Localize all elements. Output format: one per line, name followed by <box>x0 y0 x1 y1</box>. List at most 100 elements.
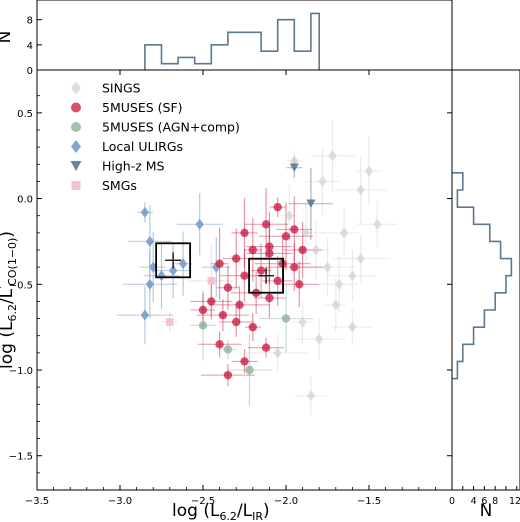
marker-sings <box>331 299 340 311</box>
top-histogram-panel: 0 4 8 N <box>0 0 453 77</box>
marker-5muses-sf- <box>207 297 216 306</box>
y-tick-label: −0.5 <box>9 280 33 291</box>
legend-marker <box>71 181 81 190</box>
top-histogram-ticks: 0 4 8 <box>27 16 42 77</box>
marker-sings <box>311 244 321 256</box>
marker-sings <box>356 184 365 196</box>
x-axis-label-part1: log (L <box>172 501 220 521</box>
marker-local-ulirgs <box>178 258 188 270</box>
marker-high-z-ms <box>306 199 316 208</box>
top-histogram-ylabel: N <box>0 31 15 44</box>
x-axis-label: log (L6.2/LIR) <box>172 501 270 522</box>
top-hist-ytick-label: 0 <box>27 66 33 77</box>
marker-5muses-sf- <box>235 300 244 310</box>
y-tick-label: 0.5 <box>17 109 33 120</box>
legend-label: 5MUSES (AGN+comp) <box>102 120 240 135</box>
average-boxes <box>155 242 284 294</box>
y-axis-label: log (L6.2/L'CO(1−0)) <box>0 231 19 369</box>
marker-sings <box>348 270 357 282</box>
marker-sings <box>334 278 344 290</box>
marker-sings <box>328 150 337 162</box>
marker-5muses-sf- <box>223 283 233 292</box>
legend-marker <box>70 161 82 171</box>
right-histogram-frame <box>451 69 520 491</box>
marker-5muses-sf- <box>248 322 257 332</box>
marker-sings <box>339 227 349 239</box>
marker-local-ulirgs <box>168 265 178 277</box>
top-histogram-frame <box>36 0 453 71</box>
marker-sings <box>315 333 324 345</box>
marker-5muses-sf- <box>273 276 282 286</box>
marker-5muses-sf- <box>232 317 241 327</box>
marker-5muses-sf- <box>265 293 274 303</box>
marker-5muses-sf- <box>290 225 299 234</box>
y-axis-label-sup: ' <box>0 286 9 289</box>
legend-marker <box>71 122 81 132</box>
marker-5muses-sf- <box>261 343 271 352</box>
x-tick-label: −2.5 <box>191 496 215 507</box>
marker-high-z-ms <box>289 163 299 172</box>
right-histogram-ticks: 0 4 6 8 12 <box>449 486 520 507</box>
marker-local-ulirgs <box>140 309 150 321</box>
legend-label: Local ULIRGs <box>102 139 183 154</box>
x-axis-label-sub2: IR <box>252 510 263 522</box>
marker-sings <box>364 165 374 177</box>
marker-5muses-sf- <box>281 232 291 241</box>
main-scatter-panel: −3.5 −3.0 −2.5 −2.0 −1.5 0.5 0.0 −0.5 −1.0 −1.5 S… <box>0 69 453 522</box>
y-axis-label-end: ) <box>0 231 17 238</box>
right-hist-xtick-label: 8 <box>492 496 498 507</box>
data-markers <box>140 150 382 402</box>
right-hist-xtick-label: 4 <box>471 496 477 507</box>
average-box <box>155 242 192 279</box>
x-axis-label-end: ) <box>263 501 270 521</box>
marker-5muses-sf- <box>265 242 274 251</box>
marker-smgs <box>207 277 216 285</box>
marker-sings <box>306 390 316 402</box>
right-hist-xtick-label: 12 <box>509 496 520 507</box>
y-axis-label-part1: log (L <box>0 321 17 369</box>
y-axis-label-sub2: CO(1−0) <box>6 238 19 286</box>
right-histogram-panel: 0 4 6 8 12 N <box>449 69 520 521</box>
marker-5muses-sf- <box>290 262 299 272</box>
right-hist-xtick-label: 6 <box>481 496 487 507</box>
marker-5muses-sf- <box>215 340 224 349</box>
average-box <box>248 257 284 294</box>
x-axis-label-sub1: 6.2 <box>219 510 237 522</box>
marker-local-ulirgs <box>140 206 150 218</box>
marker-local-ulirgs <box>212 261 221 273</box>
marker-sings <box>301 227 311 239</box>
legend-label: SINGS <box>102 81 141 96</box>
marker-5muses-sf- <box>256 266 266 275</box>
x-tick-label: −3.5 <box>25 496 49 507</box>
legend-label: High-z MS <box>102 159 165 174</box>
marker-5muses-sf- <box>265 249 274 258</box>
marker-5muses-agn-comp- <box>223 345 233 354</box>
marker-smgs <box>166 318 174 326</box>
y-axis-label-sub1: 6.2 <box>6 304 19 322</box>
legend-marker <box>71 102 81 113</box>
marker-sings <box>318 175 327 187</box>
legend: SINGS 5MUSES (SF) 5MUSES (AGN+comp) Local U… <box>70 81 240 193</box>
y-tick-label: 0.0 <box>17 195 33 206</box>
marker-5muses-sf- <box>223 370 233 380</box>
marker-sings <box>323 261 332 273</box>
y-tick-label: −1.0 <box>9 366 33 377</box>
marker-5muses-sf- <box>198 305 208 315</box>
x-axis-label-part2: /L <box>237 501 253 521</box>
y-axis-label-part2: /L <box>0 288 17 304</box>
top-hist-ytick-label: 4 <box>27 41 33 52</box>
marker-local-ulirgs <box>149 261 158 273</box>
x-tick-label: −2.0 <box>274 496 298 507</box>
x-tick-label: −3.0 <box>108 496 132 507</box>
marker-sings <box>273 347 282 359</box>
marker-sings <box>373 218 382 230</box>
marker-sings <box>356 253 365 265</box>
marker-5muses-sf- <box>273 202 282 212</box>
legend-label: 5MUSES (SF) <box>102 100 183 115</box>
marker-local-ulirgs <box>145 278 155 290</box>
top-hist-ytick-label: 8 <box>27 16 33 27</box>
main-plot-frame <box>36 69 453 491</box>
marker-5muses-sf- <box>232 254 241 263</box>
marker-5muses-sf- <box>295 280 304 289</box>
